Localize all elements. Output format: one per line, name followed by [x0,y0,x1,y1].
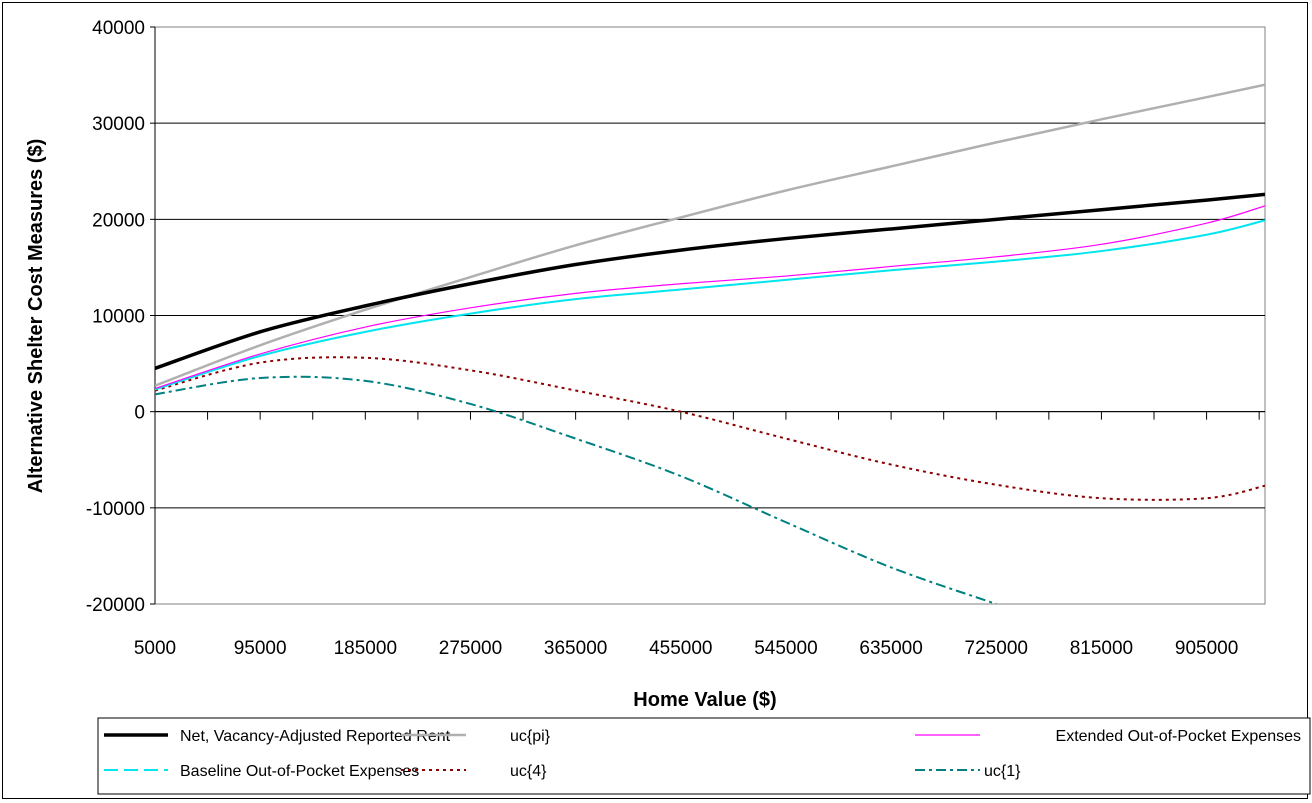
x-tick-label: 725000 [965,638,1028,659]
y-tick-label: 30000 [92,114,145,135]
x-tick-label: 185000 [334,638,397,659]
legend-label-1: uc{pi} [510,728,551,745]
x-tick-label: 545000 [754,638,817,659]
x-tick-label: 5000 [134,638,176,659]
series-line-3 [155,219,1265,391]
x-tick-label: 275000 [439,638,502,659]
y-axis-title: Alternative Shelter Cost Measures ($) [25,139,47,494]
y-tick-label: -10000 [86,499,145,520]
legend-label-3: Baseline Out-of-Pocket Expenses [180,763,419,780]
x-tick-label: 455000 [649,638,712,659]
y-tick-label: -20000 [86,595,145,616]
x-tick-label: 905000 [1175,638,1238,659]
x-tick-label: 815000 [1070,638,1133,659]
series-line-1 [155,83,1265,387]
y-tick-label: 20000 [92,210,145,231]
series-line-5 [155,375,997,604]
series-line-4 [155,356,1265,501]
legend-label-5: uc{1} [984,763,1021,780]
x-axis-title: Home Value ($) [633,689,776,711]
legend-label-4: uc{4} [510,763,547,780]
series-line-2 [155,205,1265,390]
legend-label-2: Extended Out-of-Pocket Expenses [1056,728,1301,745]
y-tick-label: 0 [134,403,145,424]
x-tick-label: 95000 [234,638,287,659]
series-line-0 [155,192,1265,371]
x-tick-label: 365000 [544,638,607,659]
y-tick-label: 40000 [92,18,145,39]
legend-box [97,717,1311,795]
legend-label-0: Net, Vacancy-Adjusted Reported Rent [180,728,451,745]
x-tick-label: 635000 [859,638,922,659]
y-tick-label: 10000 [92,307,145,328]
